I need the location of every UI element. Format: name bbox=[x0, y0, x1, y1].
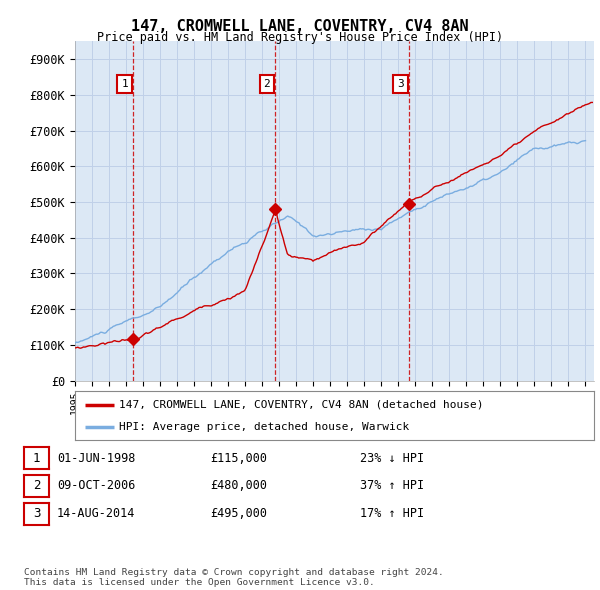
Text: 37% ↑ HPI: 37% ↑ HPI bbox=[360, 479, 424, 493]
Text: 1: 1 bbox=[33, 451, 40, 465]
Text: 23% ↓ HPI: 23% ↓ HPI bbox=[360, 451, 424, 465]
Text: Contains HM Land Registry data © Crown copyright and database right 2024.
This d: Contains HM Land Registry data © Crown c… bbox=[24, 568, 444, 587]
Text: £115,000: £115,000 bbox=[210, 451, 267, 465]
Text: 14-AUG-2014: 14-AUG-2014 bbox=[57, 507, 136, 520]
Text: HPI: Average price, detached house, Warwick: HPI: Average price, detached house, Warw… bbox=[119, 422, 409, 432]
Text: £480,000: £480,000 bbox=[210, 479, 267, 493]
Text: 2: 2 bbox=[263, 79, 270, 89]
Text: Price paid vs. HM Land Registry's House Price Index (HPI): Price paid vs. HM Land Registry's House … bbox=[97, 31, 503, 44]
Text: 3: 3 bbox=[33, 507, 40, 520]
Text: 147, CROMWELL LANE, COVENTRY, CV4 8AN (detached house): 147, CROMWELL LANE, COVENTRY, CV4 8AN (d… bbox=[119, 399, 484, 409]
Text: 147, CROMWELL LANE, COVENTRY, CV4 8AN: 147, CROMWELL LANE, COVENTRY, CV4 8AN bbox=[131, 19, 469, 34]
Text: 01-JUN-1998: 01-JUN-1998 bbox=[57, 451, 136, 465]
Text: 3: 3 bbox=[397, 79, 404, 89]
Text: 1: 1 bbox=[121, 79, 128, 89]
Text: 17% ↑ HPI: 17% ↑ HPI bbox=[360, 507, 424, 520]
Text: £495,000: £495,000 bbox=[210, 507, 267, 520]
Text: 2: 2 bbox=[33, 479, 40, 493]
Text: 09-OCT-2006: 09-OCT-2006 bbox=[57, 479, 136, 493]
